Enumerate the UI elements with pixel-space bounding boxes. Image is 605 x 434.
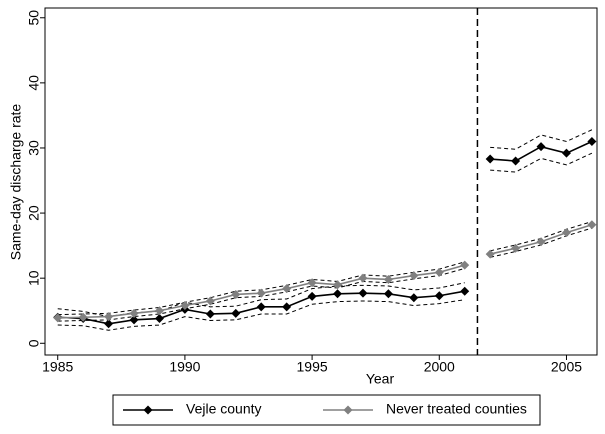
marker (307, 278, 317, 288)
marker (409, 293, 419, 303)
marker (383, 289, 393, 299)
ci-lower (490, 152, 593, 173)
marker (205, 296, 215, 306)
legend-label: Never treated counties (386, 401, 527, 417)
marker (333, 289, 343, 299)
y-axis-label: Same-day discharge rate (8, 104, 24, 261)
marker (256, 302, 266, 312)
ci-lower (57, 299, 465, 331)
legend-marker (343, 405, 353, 415)
marker (282, 284, 292, 294)
marker (536, 142, 546, 152)
marker (333, 280, 343, 290)
y-tick-label: 10 (26, 270, 42, 286)
marker (587, 220, 597, 230)
y-tick-label: 20 (26, 205, 42, 221)
marker (154, 314, 164, 324)
marker (511, 243, 521, 253)
marker (561, 148, 571, 158)
x-tick-label: 1995 (297, 359, 328, 375)
marker (358, 288, 368, 298)
x-tick-label: 1990 (169, 359, 200, 375)
marker (129, 315, 139, 325)
ci-upper (490, 129, 593, 150)
x-tick-label: 1985 (42, 359, 73, 375)
marker (434, 267, 444, 277)
marker (536, 237, 546, 247)
marker (53, 313, 63, 323)
marker (383, 274, 393, 284)
x-tick-label: 2000 (424, 359, 455, 375)
legend-marker (143, 405, 153, 415)
marker (104, 312, 114, 322)
marker (129, 308, 139, 318)
marker (409, 271, 419, 281)
marker (154, 306, 164, 316)
marker (434, 291, 444, 301)
marker (587, 136, 597, 146)
y-tick-label: 0 (26, 339, 42, 347)
x-tick-label: 2005 (551, 359, 582, 375)
plot-frame (44, 7, 598, 356)
x-axis-label: Year (366, 371, 395, 387)
marker (104, 319, 114, 329)
marker (180, 301, 190, 311)
marker (358, 273, 368, 283)
marker (460, 260, 470, 270)
ci-upper (57, 282, 465, 318)
marker (511, 156, 521, 166)
y-tick-label: 50 (26, 10, 42, 26)
marker (205, 309, 215, 319)
marker (460, 286, 470, 296)
y-tick-label: 30 (26, 140, 42, 156)
marker (231, 308, 241, 318)
marker (485, 154, 495, 164)
marker (256, 288, 266, 298)
marker (485, 249, 495, 259)
marker (231, 289, 241, 299)
marker (78, 312, 88, 322)
legend-label: Vejle county (186, 401, 262, 417)
marker (307, 291, 317, 301)
marker (282, 302, 292, 312)
marker (561, 228, 571, 238)
y-tick-label: 40 (26, 75, 42, 91)
